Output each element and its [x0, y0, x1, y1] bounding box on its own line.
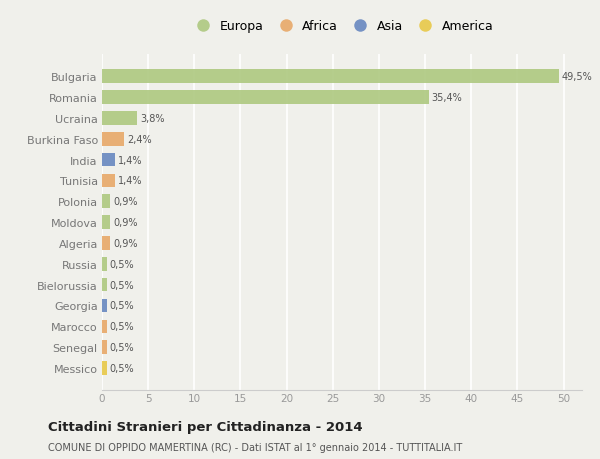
Bar	[102, 216, 110, 230]
Text: 0,5%: 0,5%	[109, 301, 134, 311]
Text: 49,5%: 49,5%	[562, 72, 592, 82]
Bar	[102, 278, 107, 292]
Text: 0,5%: 0,5%	[109, 363, 134, 373]
Bar	[102, 320, 107, 333]
Bar	[102, 237, 110, 250]
Text: 0,5%: 0,5%	[109, 322, 134, 331]
Text: COMUNE DI OPPIDO MAMERTINA (RC) - Dati ISTAT al 1° gennaio 2014 - TUTTITALIA.IT: COMUNE DI OPPIDO MAMERTINA (RC) - Dati I…	[48, 442, 462, 452]
Bar	[102, 299, 107, 313]
Text: 0,9%: 0,9%	[113, 238, 137, 248]
Bar	[102, 361, 107, 375]
Text: 0,5%: 0,5%	[109, 259, 134, 269]
Bar	[102, 70, 559, 84]
Text: 1,4%: 1,4%	[118, 155, 142, 165]
Text: 35,4%: 35,4%	[431, 93, 462, 103]
Text: 0,5%: 0,5%	[109, 280, 134, 290]
Legend: Europa, Africa, Asia, America: Europa, Africa, Asia, America	[188, 18, 496, 36]
Bar	[102, 91, 429, 105]
Bar	[102, 174, 115, 188]
Text: 1,4%: 1,4%	[118, 176, 142, 186]
Bar	[102, 112, 137, 125]
Bar	[102, 195, 110, 208]
Text: 0,9%: 0,9%	[113, 218, 137, 228]
Bar	[102, 341, 107, 354]
Bar	[102, 133, 124, 146]
Text: 0,9%: 0,9%	[113, 197, 137, 207]
Text: 3,8%: 3,8%	[140, 114, 164, 123]
Bar	[102, 153, 115, 167]
Bar	[102, 257, 107, 271]
Text: 2,4%: 2,4%	[127, 134, 152, 145]
Text: 0,5%: 0,5%	[109, 342, 134, 353]
Text: Cittadini Stranieri per Cittadinanza - 2014: Cittadini Stranieri per Cittadinanza - 2…	[48, 420, 362, 433]
